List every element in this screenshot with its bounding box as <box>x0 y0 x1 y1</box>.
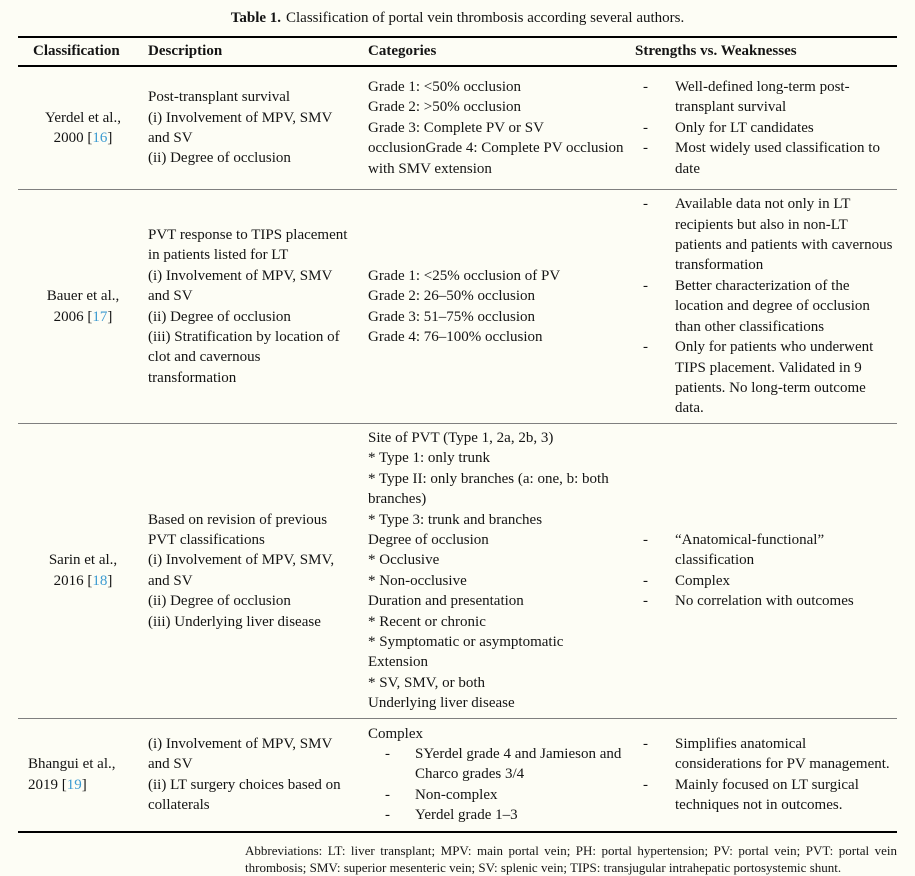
column-header-classification: Classification <box>33 43 120 60</box>
strengths-list: - “Anatomical-functional” classification… <box>635 424 897 718</box>
category-item: - Non-complex <box>368 785 625 805</box>
strengths-list: - Available data not only in LT recipien… <box>635 190 897 423</box>
categories-heading: Complex <box>368 725 423 742</box>
author-cell: Bauer et al., 2006 [17] <box>18 190 148 423</box>
categories-cell: Grade 1: <50% occlusion Grade 2: >50% oc… <box>368 78 624 177</box>
strength-item: - Available data not only in LT recipien… <box>635 194 895 276</box>
description-cell: PVT response to TIPS placement in patien… <box>148 226 348 386</box>
citation: 2016 [18] <box>53 572 113 589</box>
dash-bullet: - <box>643 140 648 157</box>
strength-item: - Complex <box>635 571 895 591</box>
dash-bullet: - <box>643 339 648 356</box>
reference-link[interactable]: 17 <box>92 308 108 325</box>
strength-item: - Better characterization of the locatio… <box>635 276 895 337</box>
category-item: - Yerdel grade 1–3 <box>368 805 625 825</box>
dash-bullet: - <box>385 807 390 824</box>
column-header-strengths: Strengths vs. Weaknesses <box>635 43 797 60</box>
author-name: Bauer et al., <box>46 288 120 305</box>
strength-item: - “Anatomical-functional” classification <box>635 530 895 571</box>
author-cell: Sarin et al., 2016 [18] <box>18 424 148 718</box>
reference-link[interactable]: 16 <box>92 130 108 146</box>
dash-bullet: - <box>643 593 648 610</box>
table-caption-label: Table 1. <box>230 10 282 26</box>
strength-item: - Well-defined long-term post-transplant… <box>635 77 895 118</box>
reference-link[interactable]: 19 <box>66 776 82 793</box>
reference-link[interactable]: 18 <box>92 572 108 589</box>
strength-item: - Simplifies anatomical considerations f… <box>635 734 895 775</box>
author-cell: Yerdel et al., 2000 [16] <box>18 67 148 189</box>
author-name: Yerdel et al., <box>45 109 121 126</box>
dash-bullet: - <box>643 277 648 294</box>
dash-bullet: - <box>643 532 648 549</box>
dash-bullet: - <box>643 119 648 136</box>
dash-bullet: - <box>643 776 648 793</box>
table-row: Sarin et al., 2016 [18] Based on revisio… <box>18 424 897 719</box>
dash-bullet: - <box>643 572 648 589</box>
strengths-list: - Simplifies anatomical considerations f… <box>635 719 897 831</box>
dash-bullet: - <box>385 786 390 803</box>
strength-item: - Mainly focused on LT surgical techniqu… <box>635 775 895 816</box>
strength-item: - No correlation with outcomes <box>635 591 895 611</box>
strength-item: - Most widely used classification to dat… <box>635 138 895 179</box>
table-footnote: Abbreviations: LT: liver transplant; MPV… <box>245 842 897 875</box>
column-header-categories: Categories <box>368 43 437 60</box>
dash-bullet: - <box>643 196 648 213</box>
dash-bullet: - <box>385 746 390 763</box>
strengths-list: - Well-defined long-term post-transplant… <box>635 67 897 189</box>
table-caption-text: Classification of portal vein thrombosis… <box>286 10 685 26</box>
categories-cell: Grade 1: <25% occlusion of PV Grade 2: 2… <box>368 267 561 345</box>
strength-item: - Only for LT candidates <box>635 118 895 138</box>
classification-table: Classification Description Categories St… <box>18 36 897 833</box>
citation: 2006 [17] <box>53 308 113 325</box>
table-caption: Table 1. Classification of portal vein th… <box>0 0 915 30</box>
table-row: Yerdel et al., 2000 [16] Post-transplant… <box>18 67 897 190</box>
author-name: Bhangui et al., <box>28 756 116 773</box>
dash-bullet: - <box>643 78 648 95</box>
dash-bullet: - <box>643 735 648 752</box>
table-row: Bauer et al., 2006 [17] PVT response to … <box>18 190 897 424</box>
author-cell: Bhangui et al., 2019 [19] <box>18 719 148 831</box>
description-cell: (i) Involvement of MPV, SMV and SV (ii) … <box>148 735 341 814</box>
categories-cell: Site of PVT (Type 1, 2a, 2b, 3) * Type 1… <box>368 430 609 712</box>
column-header-description: Description <box>148 43 223 60</box>
description-cell: Based on revision of previous PVT classi… <box>148 511 335 630</box>
table-row: Bhangui et al., 2019 [19] (i) Involvemen… <box>18 719 897 831</box>
citation: 2019 [19] <box>28 776 87 793</box>
categories-cell: Complex - SYerdel grade 4 and Jamieson a… <box>368 719 635 831</box>
table-header-row: Classification Description Categories St… <box>18 38 897 67</box>
citation: 2000 [16] <box>53 130 113 146</box>
category-item: - SYerdel grade 4 and Jamieson and Charc… <box>368 744 625 785</box>
description-cell: Post-transplant survival (i) Involvement… <box>148 89 333 167</box>
author-name: Sarin et al., <box>48 552 118 569</box>
strength-item: - Only for patients who underwent TIPS p… <box>635 337 895 419</box>
